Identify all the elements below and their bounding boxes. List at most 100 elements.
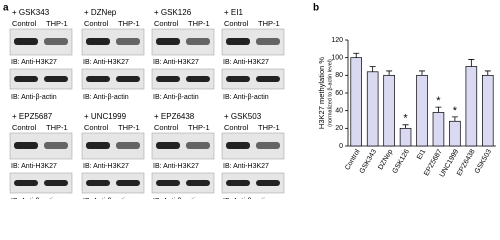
probe-label: IB: Anti-β-actin xyxy=(83,198,129,199)
probe-label: IB: Anti-H3K27 xyxy=(153,163,199,170)
significance-marker: * xyxy=(403,113,408,125)
band xyxy=(14,76,38,82)
band xyxy=(44,180,68,186)
band xyxy=(186,180,210,186)
y-axis-sublabel: (normalized to β-actin level) xyxy=(327,59,333,127)
band xyxy=(116,38,140,45)
bar xyxy=(399,127,412,147)
band xyxy=(116,142,140,149)
blot-image xyxy=(81,68,145,90)
probe-label: IB: Anti-H3K27 xyxy=(83,59,129,66)
bar xyxy=(416,74,428,147)
band xyxy=(226,38,250,45)
error-bar xyxy=(369,66,376,72)
bar xyxy=(465,66,478,147)
lane-label: THP-1 xyxy=(118,19,140,28)
lane-label: Control xyxy=(84,123,109,132)
x-tick-label: Control xyxy=(344,148,362,171)
lane-label: THP-1 xyxy=(258,123,280,132)
lane-label: THP-1 xyxy=(188,123,210,132)
panel-label: b xyxy=(313,3,319,14)
error-bar xyxy=(484,70,491,76)
probe-label: IB: Anti-H3K27 xyxy=(11,163,57,170)
treatment-label: + EPZ5687 xyxy=(12,112,53,121)
error-bar xyxy=(402,124,409,129)
y-tick-label: 80 xyxy=(335,72,343,79)
error-bar xyxy=(435,106,442,113)
band xyxy=(256,142,280,149)
treatment-label: + DZNep xyxy=(84,8,117,17)
probe-label: IB: Anti-H3K27 xyxy=(153,59,199,66)
lane-label: THP-1 xyxy=(118,123,140,132)
treatment-label: + EPZ6438 xyxy=(154,112,195,121)
blot-image xyxy=(221,68,285,90)
lane-label: Control xyxy=(154,19,179,28)
probe-label: IB: Anti-β-actin xyxy=(11,94,57,101)
band xyxy=(256,38,280,45)
blot-image xyxy=(9,68,73,90)
error-bar xyxy=(451,116,458,122)
band xyxy=(86,142,110,149)
lane-label: Control xyxy=(154,123,179,132)
y-tick-label: 0 xyxy=(339,143,343,150)
error-bar xyxy=(419,70,425,76)
blot-image xyxy=(9,172,73,194)
probe-label: IB: Anti-H3K27 xyxy=(11,59,57,66)
y-tick-label: 20 xyxy=(335,125,343,132)
bar xyxy=(449,120,461,147)
probe-label: IB: Anti-H3K27 xyxy=(223,59,269,66)
probe-label: IB: Anti-H3K27 xyxy=(83,163,129,170)
y-tick-label: 120 xyxy=(331,37,343,44)
significance-marker: * xyxy=(436,95,441,107)
probe-label: IB: Anti-β-actin xyxy=(11,198,57,199)
error-bar xyxy=(386,70,393,76)
band xyxy=(86,180,110,186)
treatment-label: + GSK503 xyxy=(224,112,262,121)
band xyxy=(226,180,250,186)
band xyxy=(44,76,68,82)
band xyxy=(256,76,280,82)
x-tick-label: DZNep xyxy=(377,148,394,171)
bar xyxy=(482,74,494,147)
band xyxy=(256,180,280,186)
blot-image xyxy=(151,68,215,90)
band xyxy=(14,142,38,149)
x-tick-label: GSK343 xyxy=(359,148,378,175)
lane-label: THP-1 xyxy=(46,19,68,28)
error-bar xyxy=(468,59,475,67)
x-tick-label: GSK126 xyxy=(392,148,411,175)
band xyxy=(156,142,180,149)
figure: a b + GSK343 Control THP-1 IB: Anti-H3K27 IB… xyxy=(3,3,496,199)
lane-label: THP-1 xyxy=(258,19,280,28)
band xyxy=(14,38,38,45)
band xyxy=(156,38,180,45)
error-bar xyxy=(353,52,360,58)
y-tick-label: 40 xyxy=(335,108,343,115)
band xyxy=(186,76,210,82)
blot-image xyxy=(151,172,215,194)
treatment-label: + GSK126 xyxy=(154,8,192,17)
blot-image xyxy=(221,172,285,194)
band xyxy=(186,38,210,45)
blot-image xyxy=(81,172,145,194)
bar xyxy=(366,71,379,147)
bar xyxy=(432,112,445,147)
panel-label: a xyxy=(3,3,9,14)
bar xyxy=(350,57,362,147)
y-tick-label: 60 xyxy=(335,90,343,97)
band xyxy=(86,38,110,45)
y-axis-label: H3K27 methylation % xyxy=(317,57,326,129)
lane-label: THP-1 xyxy=(46,123,68,132)
band xyxy=(116,180,140,186)
band xyxy=(226,142,250,149)
probe-label: IB: Anti-β-actin xyxy=(223,198,269,199)
band xyxy=(116,76,140,82)
band xyxy=(186,142,210,149)
significance-marker: * xyxy=(453,105,458,117)
probe-label: IB: Anti-H3K27 xyxy=(223,163,269,170)
band xyxy=(86,76,110,82)
lane-label: Control xyxy=(224,19,249,28)
treatment-label: + UNC1999 xyxy=(84,112,127,121)
lane-label: Control xyxy=(12,123,37,132)
band xyxy=(156,180,180,186)
